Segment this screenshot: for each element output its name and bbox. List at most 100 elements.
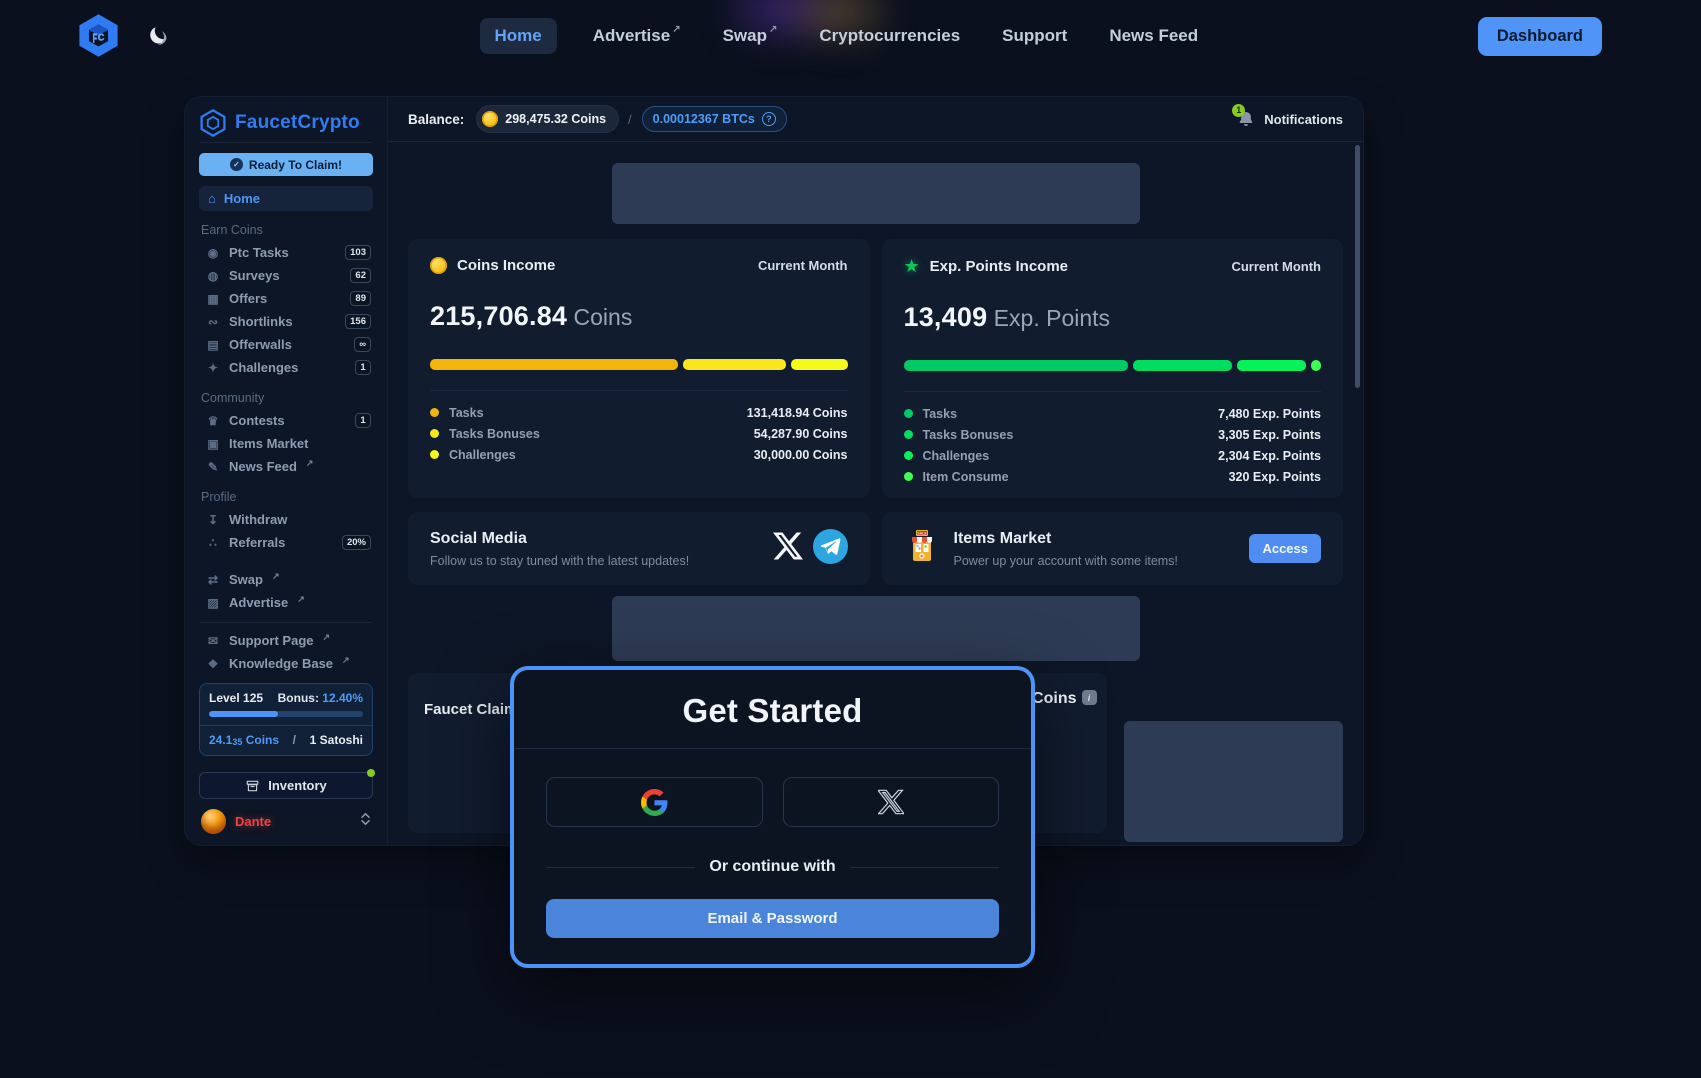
sidebar-item-home[interactable]: ⌂ Home xyxy=(199,186,373,211)
income-progress-bar xyxy=(903,360,1321,371)
modal-title: Get Started xyxy=(682,692,863,729)
sidebar-item-surveys[interactable]: ◍ Surveys 62 xyxy=(199,264,373,287)
market-stall-icon: SALE xyxy=(904,527,940,570)
external-link-icon: ↗ xyxy=(342,655,350,665)
referrals-icon: ∴ xyxy=(209,535,217,550)
nav-item-home[interactable]: Home xyxy=(479,18,557,54)
chevron-up-down-icon xyxy=(360,812,371,831)
sidebar-item-ptc-tasks[interactable]: ◉ Ptc Tasks 103 xyxy=(199,241,373,264)
nav-item-news-feed[interactable]: News Feed xyxy=(1103,18,1204,54)
sidebar-item-label: Items Market xyxy=(229,436,309,451)
nav-item-label: Swap xyxy=(722,26,767,45)
sidebar-item-contests[interactable]: ♛ Contests 1 xyxy=(199,409,373,432)
promo-cards-row: Social Media Follow us to stay tuned wit… xyxy=(408,512,1343,585)
help-icon[interactable]: ? xyxy=(761,112,776,126)
sidebar-item-label: Shortlinks xyxy=(229,314,293,329)
nav-item-cryptocurrencies[interactable]: Cryptocurrencies xyxy=(813,18,966,54)
x-login-button[interactable] xyxy=(782,777,999,827)
sidebar-item-challenges[interactable]: ✦ Challenges 1 xyxy=(199,356,373,379)
breakdown-label: Challenges xyxy=(449,447,516,462)
sidebar-item-label: Offerwalls xyxy=(229,337,292,352)
sidebar-item-support-page[interactable]: ✉ Support Page ↗ xyxy=(199,629,373,652)
ready-to-claim-button[interactable]: ✓ Ready To Claim! xyxy=(199,153,373,176)
progress-segment-item-consume xyxy=(1311,360,1321,371)
sidebar-item-advertise[interactable]: ▨ Advertise ↗ xyxy=(199,591,373,614)
inventory-box-icon xyxy=(246,780,259,791)
breakdown-label: Tasks Bonuses xyxy=(449,426,540,441)
sidebar-item-label: Surveys xyxy=(229,268,280,283)
level-card: Level 125 Bonus: 12.40% 24.135 Coins / 1… xyxy=(199,683,373,756)
x-twitter-icon[interactable] xyxy=(772,531,803,566)
coins-income-card: Coins Income Current Month 215,706.84 Co… xyxy=(408,239,870,498)
nav-item-support[interactable]: Support xyxy=(996,18,1073,54)
info-icon[interactable]: i xyxy=(1081,690,1097,705)
nav-item-advertise[interactable]: Advertise ↗ xyxy=(587,18,687,54)
ad-placeholder-right xyxy=(1123,721,1343,842)
sidebar-item-label: Contests xyxy=(229,413,285,428)
coins-balance-pill[interactable]: 298,475.32 Coins xyxy=(477,106,619,132)
items-market-icon: ▣ xyxy=(207,436,219,451)
progress-segment-tasks xyxy=(903,360,1129,371)
nav-item-label: Support xyxy=(1002,26,1068,45)
card-period: Current Month xyxy=(1231,258,1321,274)
oauth-buttons-row xyxy=(546,777,999,827)
email-password-button[interactable]: Email & Password xyxy=(546,899,999,938)
sidebar-item-offers[interactable]: ▦ Offers 89 xyxy=(199,287,373,310)
sidebar-item-offerwalls[interactable]: ▤ Offerwalls ∞ xyxy=(199,333,373,356)
sidebar-item-badge: 156 xyxy=(345,314,371,329)
sidebar-item-items-market[interactable]: ▣ Items Market xyxy=(199,432,373,455)
google-login-button[interactable] xyxy=(546,777,763,827)
breakdown-label: Item Consume xyxy=(922,469,1009,484)
breakdown-value: 2,304 Exp. Points xyxy=(1218,448,1321,463)
telegram-icon[interactable] xyxy=(812,528,848,569)
external-link-icon: ↗ xyxy=(305,458,314,468)
breakdown-value: 320 Exp. Points xyxy=(1228,469,1321,484)
dashboard-button[interactable]: Dashboard xyxy=(1477,17,1602,56)
sidebar-item-news-feed[interactable]: ✎ News Feed ↗ xyxy=(199,455,373,478)
brand-logo-icon[interactable] xyxy=(75,12,122,59)
card-period: Current Month xyxy=(757,258,848,273)
breakdown-value: 54,287.90 Coins xyxy=(753,426,848,441)
sidebar-item-withdraw[interactable]: ↧ Withdraw xyxy=(199,508,373,531)
breakdown-value: 3,305 Exp. Points xyxy=(1218,427,1321,442)
or-continue-row: Or continue with xyxy=(546,858,999,876)
sidebar-brand-name: FaucetCrypto xyxy=(235,111,360,133)
sidebar-item-swap[interactable]: ⇄ Swap ↗ xyxy=(199,568,373,591)
dark-mode-toggle-moon-icon[interactable] xyxy=(146,24,170,48)
breakdown-row-tasks-bonuses: Tasks Bonuses 3,305 Exp. Points xyxy=(903,424,1321,445)
support-page-icon: ✉ xyxy=(207,633,219,648)
breakdown-list: Tasks 7,480 Exp. Points Tasks Bonuses 3,… xyxy=(903,403,1321,487)
breakdown-label: Tasks xyxy=(922,406,958,421)
user-name: Dante xyxy=(235,813,272,829)
sidebar-item-knowledge-base[interactable]: ❖ Knowledge Base ↗ xyxy=(199,652,373,675)
level-progress-track xyxy=(209,711,363,717)
items-market-access-button[interactable]: Access xyxy=(1249,534,1321,563)
breakdown-list: Tasks 131,418.94 Coins Tasks Bonuses 54,… xyxy=(430,402,848,465)
income-cards-row: Coins Income Current Month 215,706.84 Co… xyxy=(408,239,1343,498)
btc-balance-pill[interactable]: 0.00012367 BTCs ? xyxy=(641,106,787,132)
breakdown-row-tasks: Tasks 7,480 Exp. Points xyxy=(903,403,1321,424)
sidebar-item-shortlinks[interactable]: ∾ Shortlinks 156 xyxy=(199,310,373,333)
exp-points-income-card: ★ Exp. Points Income Current Month 13,40… xyxy=(881,239,1343,498)
sidebar-item-referrals[interactable]: ∴ Referrals 20% xyxy=(199,531,373,554)
ptc-tasks-icon: ◉ xyxy=(207,245,219,260)
nav-menu: Home Advertise ↗ Swap ↗ Cryptocurrencies Suppo… xyxy=(479,0,1204,72)
progress-segment-challenges xyxy=(790,359,848,370)
inventory-button[interactable]: Inventory xyxy=(199,769,375,799)
user-menu[interactable]: Dante xyxy=(199,808,373,834)
sidebar-brand[interactable]: FaucetCrypto xyxy=(199,97,373,143)
notifications-button[interactable]: 1 Notifications xyxy=(1232,103,1343,129)
external-link-icon: ↗ xyxy=(322,632,331,642)
nav-item-label: Cryptocurrencies xyxy=(819,26,961,45)
card-title: Exp. Points Income xyxy=(929,257,1069,275)
nav-item-swap[interactable]: Swap ↗ xyxy=(717,18,784,54)
scrollbar-thumb[interactable] xyxy=(1355,145,1360,388)
breakdown-value: 7,480 Exp. Points xyxy=(1218,406,1321,421)
sidebar-item-badge: 62 xyxy=(350,268,371,283)
google-icon xyxy=(640,788,668,816)
ad-placeholder-top xyxy=(611,163,1140,224)
items-market-title: Items Market xyxy=(953,529,1052,547)
modal-divider xyxy=(514,748,1031,749)
sidebar-brand-logo-icon xyxy=(200,108,226,137)
breakdown-value: 30,000.00 Coins xyxy=(753,447,848,462)
